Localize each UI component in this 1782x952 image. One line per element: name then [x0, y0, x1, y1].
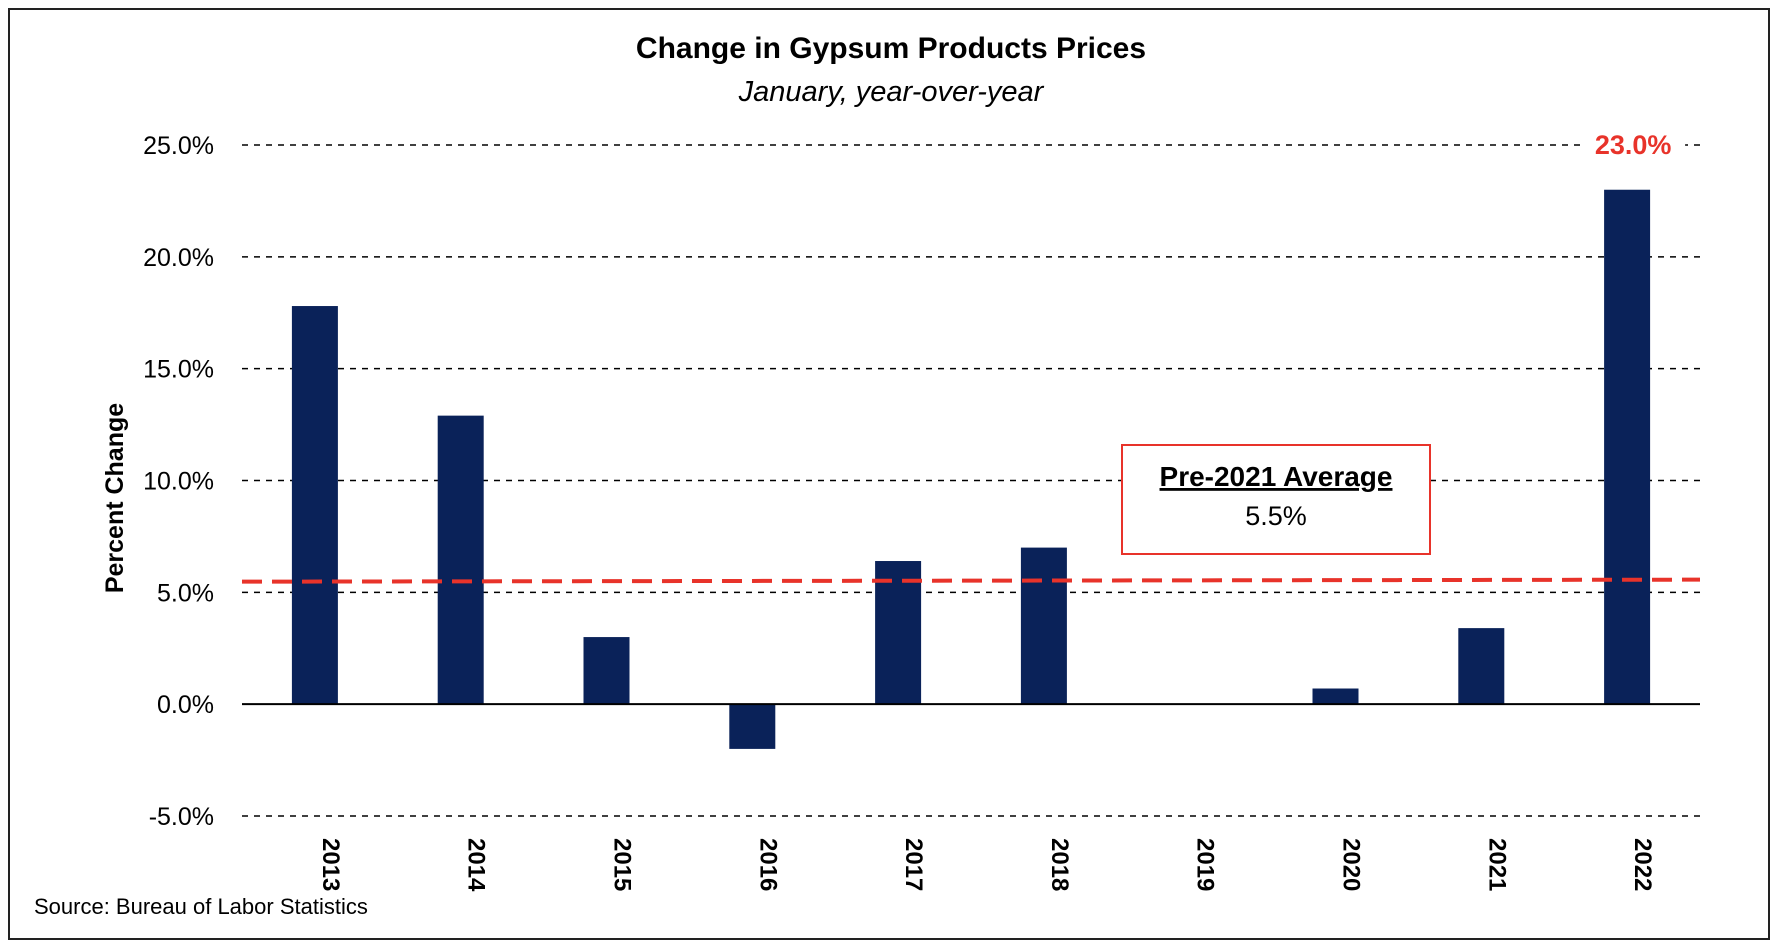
- x-tick-label: 2021: [1483, 838, 1510, 891]
- average-callout-box: Pre-2021 Average 5.5%: [1121, 444, 1431, 555]
- average-box-border: [1121, 444, 1431, 555]
- bar-2014: [437, 415, 484, 705]
- chart-title: Change in Gypsum Products Prices: [636, 32, 1146, 65]
- y-tick-label: -5.0%: [149, 803, 214, 831]
- x-tick-label: 2016: [754, 838, 781, 891]
- highlight-label-background: [1581, 131, 1686, 159]
- y-tick-label: 5.0%: [157, 579, 214, 607]
- x-tick-label: 2020: [1338, 838, 1365, 891]
- gridlines: [242, 144, 1700, 817]
- x-tick-label: 2017: [900, 838, 927, 891]
- bar-2013: [291, 306, 338, 705]
- average-box-value: 5.5%: [1245, 501, 1307, 531]
- bar-2015: [583, 637, 630, 705]
- bar-2021: [1458, 628, 1505, 705]
- y-axis-label: Percent Change: [101, 403, 129, 593]
- y-tick-labels: -5.0% 0.0% 5.0% 10.0% 15.0% 20.0% 25.0%: [143, 132, 214, 831]
- bar-2020: [1312, 688, 1359, 705]
- y-tick-label: 10.0%: [143, 468, 214, 496]
- bar-2022: [1604, 189, 1651, 705]
- bar-2016: [729, 704, 776, 749]
- source-note: Source: Bureau of Labor Statistics: [34, 894, 368, 919]
- x-tick-labels: 2013 2014 2015 2016 2017 2018 2019 2020 2021 2022: [317, 838, 1656, 892]
- highlight-value-label: 23.0%: [1595, 130, 1672, 160]
- y-tick-label: 15.0%: [143, 356, 214, 384]
- x-tick-label: 2019: [1192, 838, 1219, 891]
- x-tick-label: 2022: [1629, 838, 1656, 891]
- bar-2018: [1020, 547, 1067, 705]
- average-box-title: Pre-2021 Average: [1160, 461, 1393, 492]
- y-tick-label: 0.0%: [157, 691, 214, 719]
- y-tick-label: 25.0%: [143, 132, 214, 160]
- x-tick-label: 2018: [1046, 838, 1073, 891]
- y-tick-label: 20.0%: [143, 244, 214, 272]
- bar-2017: [875, 561, 922, 705]
- chart-frame: [8, 8, 1770, 940]
- bars: [291, 189, 1651, 749]
- x-tick-label: 2015: [609, 838, 636, 891]
- x-tick-label: 2013: [317, 838, 344, 891]
- chart-subtitle: January, year-over-year: [738, 76, 1045, 108]
- x-tick-label: 2014: [463, 838, 490, 892]
- average-reference-line: [241, 577, 1701, 584]
